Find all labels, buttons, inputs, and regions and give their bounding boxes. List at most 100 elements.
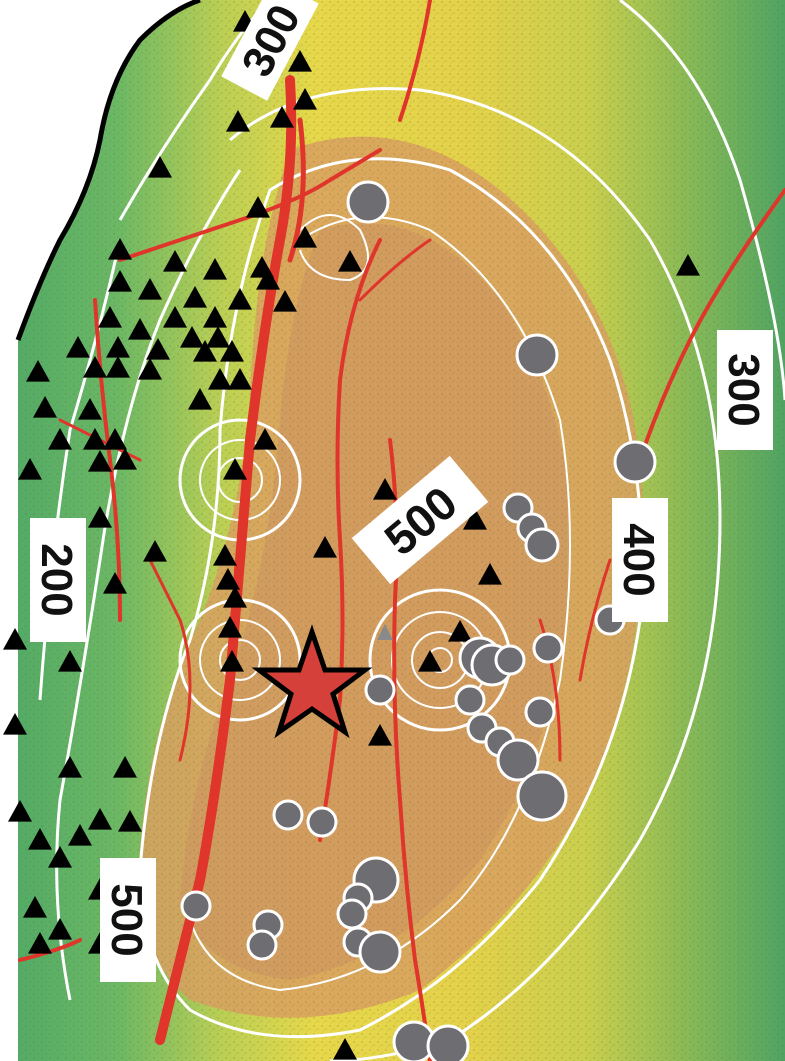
station-triangle-icon — [88, 450, 112, 472]
station-triangle-icon — [377, 624, 393, 640]
fault-lines — [18, 0, 785, 1061]
event-circle-icon — [515, 333, 559, 377]
station-triangle-icon — [3, 713, 27, 735]
station-triangle-icon — [146, 338, 170, 360]
station-triangle-icon — [188, 388, 212, 410]
station-triangle-icon — [208, 368, 232, 390]
station-triangle-icon — [220, 650, 244, 672]
station-triangle-icon — [68, 824, 92, 846]
event-circle-icon — [496, 738, 540, 782]
station-triangle-icon — [223, 458, 247, 480]
station-triangle-icon — [180, 326, 204, 348]
station-triangle-icon — [313, 536, 337, 558]
station-triangle-icon — [228, 288, 252, 310]
event-circle-icon — [246, 929, 278, 961]
event-circle-icon — [358, 930, 402, 974]
event-circle-icon — [306, 806, 338, 838]
station-triangle-icon — [106, 356, 130, 378]
event-circle-icon — [346, 180, 390, 224]
station-triangle-icon — [8, 800, 32, 822]
station-triangle-icon — [288, 50, 312, 72]
event-circle-icon — [364, 674, 396, 706]
event-circle-icon — [272, 799, 304, 831]
station-triangle-icon — [220, 340, 244, 362]
event-circle-icon — [336, 898, 368, 930]
station-triangle-icon — [26, 360, 50, 382]
station-triangle-icon — [48, 918, 72, 940]
station-triangle-icon — [28, 932, 52, 954]
station-triangle-icon — [138, 358, 162, 380]
station-triangle-icon — [273, 290, 297, 312]
station-triangle-icon — [228, 368, 252, 390]
svg-text:400: 400 — [614, 523, 663, 596]
station-triangle-icon — [223, 586, 247, 608]
station-markers — [3, 10, 700, 1060]
event-markers — [180, 180, 657, 1061]
station-triangle-icon — [33, 396, 57, 418]
event-circle-icon — [613, 440, 657, 484]
contour-label-200-left: 200 — [30, 518, 86, 642]
station-triangle-icon — [113, 756, 137, 778]
station-triangle-icon — [23, 896, 47, 918]
station-triangle-icon — [113, 448, 137, 470]
station-triangle-icon — [193, 340, 217, 362]
station-triangle-icon — [373, 478, 397, 500]
station-triangle-icon — [203, 306, 227, 328]
station-triangle-icon — [106, 336, 130, 358]
event-circle-icon — [454, 684, 486, 716]
station-triangle-icon — [183, 286, 207, 308]
station-triangle-icon — [448, 620, 472, 642]
station-triangle-icon — [293, 88, 317, 110]
event-circle-icon — [524, 527, 560, 563]
contour-label-500-bottom: 500 — [100, 858, 156, 982]
station-triangle-icon — [246, 196, 270, 218]
station-triangle-icon — [338, 250, 362, 272]
station-triangle-icon — [218, 616, 242, 638]
station-triangle-icon — [58, 650, 82, 672]
event-circle-icon — [180, 890, 212, 922]
event-circle-icon — [516, 770, 568, 822]
station-triangle-icon — [78, 398, 102, 420]
station-triangle-icon — [226, 110, 250, 132]
contour-label-300-right: 300 — [717, 330, 773, 450]
station-triangle-icon — [463, 508, 487, 530]
station-triangle-icon — [270, 106, 294, 128]
station-triangle-icon — [253, 428, 277, 450]
station-triangle-icon — [103, 572, 127, 594]
station-triangle-icon — [88, 808, 112, 830]
station-triangle-icon — [203, 258, 227, 280]
station-triangle-icon — [143, 540, 167, 562]
station-triangle-icon — [83, 356, 107, 378]
station-triangle-icon — [58, 756, 82, 778]
station-triangle-icon — [163, 306, 187, 328]
station-triangle-icon — [18, 458, 42, 480]
station-triangle-icon — [128, 318, 152, 340]
station-triangle-icon — [206, 326, 230, 348]
station-triangle-icon — [48, 846, 72, 868]
station-triangle-icon — [3, 628, 27, 650]
event-circle-icon — [524, 696, 556, 728]
station-triangle-icon — [418, 650, 442, 672]
station-triangle-icon — [66, 336, 90, 358]
station-triangle-icon — [83, 428, 107, 450]
station-triangle-icon — [293, 226, 317, 248]
station-triangle-icon — [213, 544, 237, 566]
station-triangle-icon — [216, 568, 240, 590]
svg-text:500: 500 — [102, 883, 151, 956]
event-circle-icon — [532, 632, 564, 664]
station-triangle-icon — [368, 724, 392, 746]
svg-text:300: 300 — [719, 353, 768, 426]
station-triangle-icon — [163, 250, 187, 272]
contour-label-400-right: 400 — [612, 498, 668, 622]
station-triangle-icon — [88, 506, 112, 528]
svg-text:200: 200 — [32, 543, 81, 616]
event-circle-icon — [426, 1024, 470, 1061]
station-triangle-icon — [108, 238, 132, 260]
event-circle-icon — [494, 644, 526, 676]
station-triangle-icon — [118, 810, 142, 832]
station-triangle-icon — [333, 1038, 357, 1060]
station-triangle-icon — [676, 254, 700, 276]
station-triangle-icon — [103, 428, 127, 450]
